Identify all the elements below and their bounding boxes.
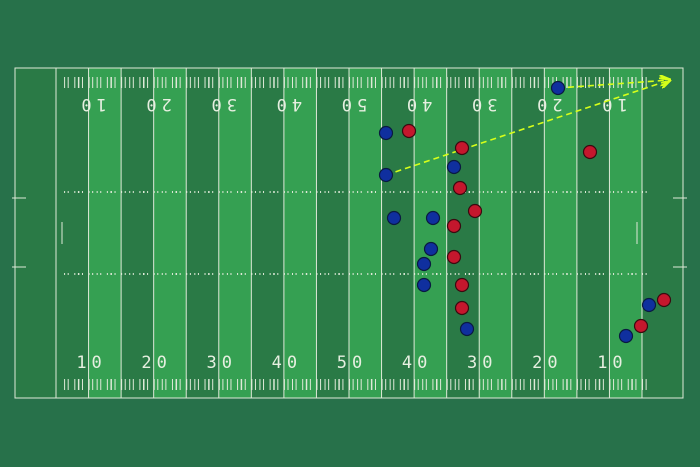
- yard-number: 30: [207, 353, 237, 373]
- defense-player: [401, 123, 417, 139]
- offense-player: [416, 277, 432, 293]
- stripe: [218, 68, 252, 398]
- stripe: [316, 68, 349, 398]
- yard-number: 50: [337, 94, 367, 114]
- yard-number: 10: [76, 353, 106, 373]
- defense-player: [633, 318, 649, 334]
- stripe: [576, 68, 610, 398]
- defense-player: [446, 218, 462, 234]
- stripe: [88, 68, 122, 398]
- offense-player: [378, 167, 394, 183]
- defense-player: [656, 292, 672, 308]
- yard-number: 30: [207, 94, 237, 114]
- stripe: [186, 68, 219, 398]
- stripe: [153, 68, 187, 398]
- offense-player: [641, 297, 657, 313]
- stripe: [511, 68, 545, 398]
- stripe: [381, 68, 415, 398]
- stripe: [446, 68, 480, 398]
- stripe: [349, 68, 382, 398]
- offense-player: [386, 210, 402, 226]
- yard-number: 10: [76, 94, 106, 114]
- yard-number: 30: [467, 94, 497, 114]
- offense-player: [446, 159, 462, 175]
- offense-player: [378, 125, 394, 141]
- stripe: [251, 68, 284, 398]
- offense-player: [459, 321, 475, 337]
- yard-number: 30: [467, 353, 497, 373]
- yard-number: 40: [272, 94, 302, 114]
- stripe: [479, 68, 512, 398]
- players: [378, 80, 672, 344]
- yard-number: 10: [597, 94, 627, 114]
- yard-number: 20: [141, 353, 171, 373]
- yard-number: 50: [337, 353, 367, 373]
- defense-player: [454, 277, 470, 293]
- stripe: [414, 68, 447, 398]
- stripe: [56, 68, 89, 398]
- yard-number: 20: [532, 353, 562, 373]
- stripe: [544, 68, 577, 398]
- yard-number: 40: [272, 353, 302, 373]
- route: [557, 80, 670, 89]
- offense-player: [550, 80, 566, 96]
- offense-player: [425, 210, 441, 226]
- yard-number: 20: [141, 94, 171, 114]
- defense-player: [582, 144, 598, 160]
- offense-player: [618, 328, 634, 344]
- yard-number: 40: [402, 353, 432, 373]
- defense-player: [454, 140, 470, 156]
- defense-player: [452, 180, 468, 196]
- yard-number: 40: [402, 94, 432, 114]
- endzone: [15, 68, 56, 398]
- yard-number: 10: [597, 353, 627, 373]
- yard-numbers: 10 20 30 40 50 40 30 20 10 10 20 30 40 50 40 30 20 10: [76, 94, 627, 373]
- boundary: [14, 67, 684, 399]
- defense-player: [467, 203, 483, 219]
- routes: [385, 80, 670, 176]
- stripe: [121, 68, 154, 398]
- defense-player: [454, 300, 470, 316]
- offense-player: [416, 256, 432, 272]
- endzone: [642, 68, 683, 398]
- offense-player: [423, 241, 439, 257]
- field: [12, 67, 687, 399]
- yard-number: 20: [532, 94, 562, 114]
- stripe: [283, 68, 317, 398]
- defense-player: [446, 249, 462, 265]
